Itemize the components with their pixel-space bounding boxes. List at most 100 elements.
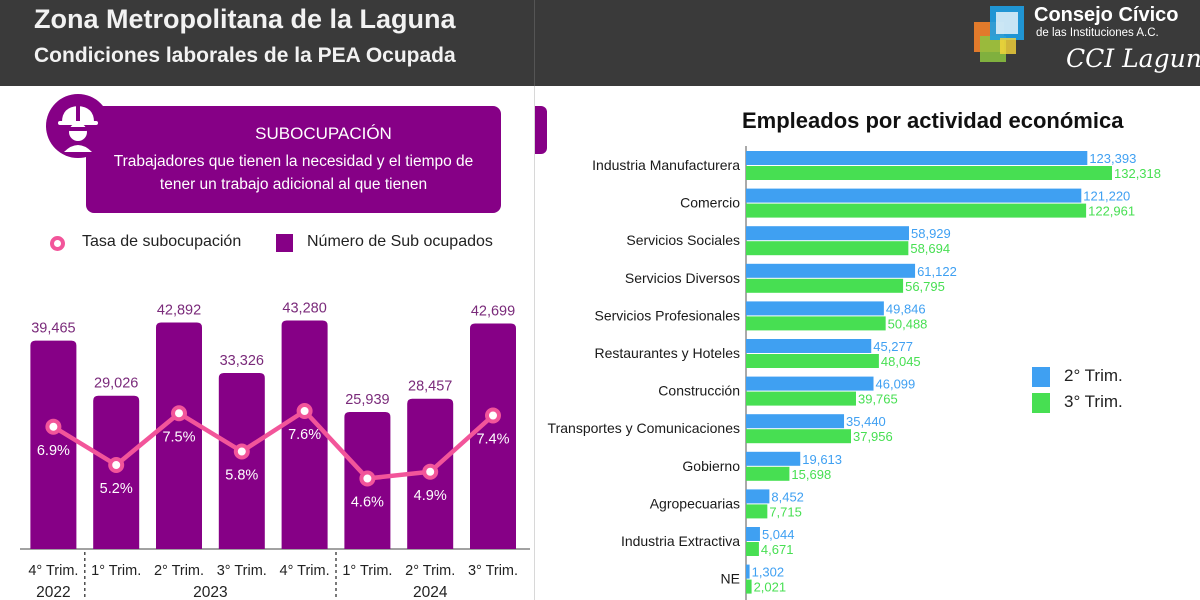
category-label: Gobierno bbox=[682, 458, 740, 474]
header-divider bbox=[534, 0, 535, 86]
cci-logo: Consejo Cívico de las Instituciones A.C.… bbox=[970, 2, 1200, 84]
bar-q3 bbox=[746, 278, 904, 293]
value-label-q3: 15,698 bbox=[791, 467, 831, 482]
value-label-q3: 132,318 bbox=[1114, 166, 1161, 181]
legend-count-swatch-icon bbox=[276, 234, 293, 252]
bar-value-label: 42,892 bbox=[157, 303, 201, 319]
bar-q3 bbox=[746, 241, 909, 256]
rate-point bbox=[233, 443, 250, 460]
value-label-q2: 46,099 bbox=[876, 377, 916, 392]
subocupacion-description: Trabajadores que tienen la necesidad y e… bbox=[86, 150, 501, 196]
rate-point bbox=[485, 407, 501, 424]
value-label-q3: 2,021 bbox=[754, 580, 787, 595]
value-label-q2: 35,440 bbox=[846, 414, 886, 429]
logo-square-white bbox=[996, 12, 1018, 34]
logo-organization: Consejo Cívico bbox=[1034, 4, 1179, 26]
x-tick-label: 2° Trim. bbox=[154, 563, 204, 579]
category-label: Servicios Sociales bbox=[626, 232, 740, 248]
subocupacion-box: SUBOCUPACIÓN Trabajadores que tienen la … bbox=[86, 106, 501, 213]
bar-q2 bbox=[746, 489, 770, 504]
bar-subocupados bbox=[281, 320, 328, 549]
bar-value-label: 28,457 bbox=[408, 379, 452, 395]
x-tick-label: 1° Trim. bbox=[342, 563, 392, 579]
category-label: Agropecuarias bbox=[650, 495, 740, 511]
rate-value-label: 5.8% bbox=[225, 468, 258, 484]
legend-q3-swatch-icon bbox=[1032, 393, 1050, 413]
subocupacion-description-line2: tener un trabajo adicional al que tienen bbox=[159, 176, 428, 193]
header-title: Zona Metropolitana de la Laguna bbox=[34, 4, 456, 34]
legend-item-q3: 3° Trim. bbox=[1032, 392, 1123, 418]
rate-point bbox=[359, 470, 376, 487]
bar-q2 bbox=[746, 151, 1088, 165]
bar-q3 bbox=[746, 354, 879, 368]
category-label: Transportes y Comunicaciones bbox=[548, 420, 740, 436]
value-label-q3: 37,956 bbox=[853, 429, 893, 444]
legend-q3-label: 3° Trim. bbox=[1064, 392, 1123, 411]
legend-count-label: Número de Sub ocupados bbox=[307, 233, 493, 250]
worker-shoulders bbox=[64, 145, 92, 152]
bar-value-label: 29,026 bbox=[94, 376, 138, 392]
value-label-q2: 8,452 bbox=[771, 489, 804, 504]
subocupacion-tab-extension bbox=[535, 106, 547, 154]
bar-value-label: 33,326 bbox=[220, 353, 264, 369]
hardhat-worker-icon bbox=[58, 106, 98, 152]
year-group-label: 2023 bbox=[193, 584, 227, 600]
header: Zona Metropolitana de la Laguna Condicio… bbox=[0, 0, 1200, 86]
value-label-q2: 1,302 bbox=[752, 565, 785, 580]
x-tick-label: 4° Trim. bbox=[28, 563, 78, 579]
bar-subocupados bbox=[470, 323, 516, 549]
bar-q2 bbox=[746, 226, 910, 241]
activity-chart-title: Empleados por actividad económica bbox=[742, 108, 1124, 133]
rate-point bbox=[296, 403, 313, 419]
bar-q2 bbox=[746, 263, 916, 278]
value-label-q3: 56,795 bbox=[905, 279, 945, 294]
x-tick-label: 4° Trim. bbox=[280, 563, 330, 579]
bar-q2 bbox=[746, 301, 884, 316]
subocupacion-description-line1: Trabajadores que tienen la necesidad y e… bbox=[113, 153, 474, 170]
value-label-q2: 19,613 bbox=[802, 452, 842, 467]
x-tick-label: 3° Trim. bbox=[217, 563, 267, 579]
bar-subocupados bbox=[156, 322, 202, 549]
bar-q2 bbox=[746, 527, 760, 541]
category-label: Servicios Profesionales bbox=[594, 307, 740, 323]
bar-q2 bbox=[746, 414, 845, 429]
bar-q2 bbox=[746, 376, 874, 391]
value-label-q2: 121,220 bbox=[1083, 189, 1130, 204]
category-label: Restaurantes y Hoteles bbox=[594, 345, 740, 361]
legend-rate-label: Tasa de subocupación bbox=[82, 233, 242, 250]
logo-brand: CCI Laguna bbox=[1066, 44, 1200, 73]
bar-value-label: 42,699 bbox=[471, 304, 515, 320]
rate-point bbox=[171, 405, 187, 422]
logo-subtitle: de las Instituciones A.C. bbox=[1036, 27, 1159, 39]
rate-line bbox=[52, 408, 495, 481]
bar-value-label: 39,465 bbox=[31, 321, 75, 337]
worker-glasses bbox=[68, 127, 88, 131]
panel-divider bbox=[534, 86, 535, 600]
category-label: Industria Manufacturera bbox=[592, 157, 740, 173]
value-label-q2: 61,122 bbox=[917, 264, 957, 279]
value-label-q3: 50,488 bbox=[888, 316, 928, 331]
category-label: Comercio bbox=[680, 195, 740, 211]
value-label-q2: 5,044 bbox=[762, 527, 795, 542]
value-label-q2: 58,929 bbox=[911, 226, 951, 241]
legend-q2-swatch-icon bbox=[1032, 367, 1050, 387]
value-label-q3: 48,045 bbox=[881, 354, 921, 369]
bar-q3 bbox=[746, 504, 768, 519]
bar-q2 bbox=[746, 451, 801, 466]
hardhat-ridge bbox=[76, 106, 80, 121]
value-label-q3: 39,765 bbox=[858, 392, 898, 407]
x-tick-label: 1° Trim. bbox=[91, 563, 141, 579]
bar-subocupados bbox=[30, 340, 77, 549]
legend-item-q2: 2° Trim. bbox=[1032, 366, 1123, 392]
rate-value-label: 4.9% bbox=[414, 488, 447, 504]
rate-value-label: 6.9% bbox=[37, 443, 70, 459]
rate-value-label: 7.4% bbox=[476, 432, 509, 448]
year-group-label: 2024 bbox=[413, 584, 448, 600]
bar-subocupados bbox=[218, 373, 265, 549]
year-group-label: 2022 bbox=[36, 584, 70, 600]
bar-q3 bbox=[746, 429, 851, 444]
legend-q2-label: 2° Trim. bbox=[1064, 366, 1123, 385]
value-label-q2: 45,277 bbox=[873, 339, 913, 354]
bar-q3 bbox=[746, 316, 886, 331]
